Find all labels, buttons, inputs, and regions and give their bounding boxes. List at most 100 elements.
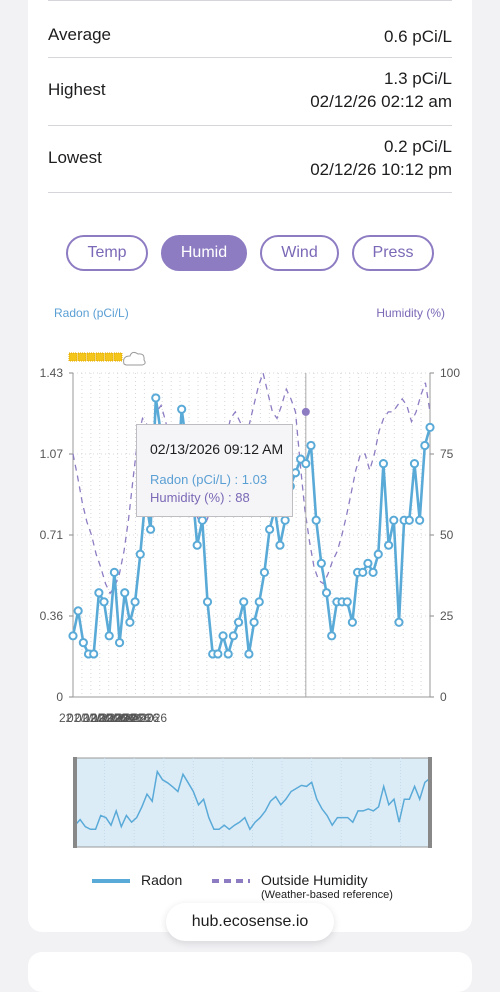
y-tick-label: 0.71 [40,528,64,542]
x-tick-label: 02/12/2026 [107,711,167,725]
x-tick-label: 02/12/2026 [67,711,127,725]
radon-point [389,515,399,525]
cloud-icon [123,351,146,366]
stat-label: Lowest [48,148,102,167]
left-axis-title: Radon (pCi/L) [54,306,129,320]
radon-point [373,549,383,559]
radon-point [404,515,414,525]
radon-point [177,404,187,414]
stat-time: 02/12/26 02:12 am [310,92,452,111]
y2-tick-label: 100 [440,366,460,380]
x-tick-label: 22 [115,711,129,725]
stat-value: 0.6 pCi/L [383,27,452,46]
radon-point [259,567,270,577]
y2-tick-label: 50 [440,528,454,542]
radon-point [109,567,119,577]
radon-point [384,540,394,550]
navigator-left-handle [73,757,77,848]
sun-icon [68,352,78,362]
radon-point [89,649,99,659]
x-tick-label: 02/12/2026 [99,711,159,725]
tooltip-time: 02/13/2026 09:12 AM [150,441,284,457]
radon-point [223,649,233,659]
stat-value: 0.2 pCi/L [383,137,452,156]
sun-icon [104,352,114,362]
radon-point [425,422,435,432]
humidity-hover-point [301,407,310,416]
radon-point [280,515,290,525]
radon-point [68,631,78,641]
tooltip-humidity: Humidity (%) : 88 [150,490,250,505]
radon-point [316,558,326,568]
radon-point [368,567,378,577]
radon-point [409,459,420,469]
radon-point [321,588,332,598]
y-tick-label: 0 [56,690,63,704]
radon-point [213,649,223,659]
humidity-series-line [72,370,431,595]
radon-point [99,597,109,607]
tooltip-radon: Radon (pCi/L) : 1.03 [150,472,268,487]
stat-label: Highest [48,80,106,99]
x-tick-label: 14 [123,711,137,725]
radon-point [202,597,213,607]
radon-point [233,617,244,627]
radon-point [228,631,238,641]
radon-point [78,638,88,648]
radon-point [306,440,316,451]
radon-point [254,597,264,607]
y-tick-label: 0.36 [40,609,64,623]
radon-series-line [71,396,432,656]
radon-point [420,440,430,451]
legend-radon-label: Radon [141,872,183,888]
stat-row-average: Average 0.6 pCi/L [48,0,452,58]
tab-temp[interactable]: Temp [66,235,148,271]
radon-point [311,515,321,525]
x-tick-label: 02/12/2026 [75,711,135,725]
radon-point [146,524,156,534]
legend-humidity-swatch [212,879,250,883]
radon-humidity-chart[interactable]: 00.360.711.071.4302550751002202/12/20260… [28,340,472,860]
radon-point [394,617,404,627]
y2-tick-label: 0 [440,690,447,704]
radon-point [358,567,368,577]
radon-point [73,606,83,616]
radon-point [197,515,207,525]
navigator-right-handle [428,757,432,848]
radon-point [275,540,285,550]
radon-point [327,631,337,641]
radon-point [415,515,425,525]
legend-radon-swatch [92,879,130,883]
radon-point [342,597,352,607]
legend-humidity-note: (Weather-based reference) [261,889,393,901]
stat-label: Average [48,25,112,44]
stat-row-highest: Highest 1.3 pCi/L 02/12/26 02:12 am [48,57,452,126]
radon-point [104,631,114,641]
x-tick-label: 22 [59,711,73,725]
tab-humid[interactable]: Humid [161,235,247,271]
chart-tooltip: 02/13/2026 09:12 AM Radon (pCi/L) : 1.03… [136,424,293,517]
stat-time: 02/12/26 10:12 pm [310,160,452,179]
legend-humidity-label: Outside Humidity [261,872,368,888]
radon-point [135,549,145,559]
navigator-radon-line [74,769,431,831]
sun-icon [113,352,123,362]
right-axis-title: Humidity (%) [376,306,445,320]
radon-point [114,638,125,648]
radon-point [218,631,228,641]
radon-point [301,459,311,469]
radon-point [347,617,357,627]
y2-tick-label: 75 [440,447,454,461]
radon-point [239,597,249,607]
radon-point [125,617,135,627]
tab-wind[interactable]: Wind [260,235,339,271]
radon-point [378,459,389,469]
radon-point [244,649,254,659]
radon-point [120,588,130,598]
y2-tick-label: 25 [440,609,454,623]
radon-point [94,588,104,598]
url-bar[interactable]: hub.ecosense.io [166,903,334,941]
tab-press[interactable]: Press [352,235,434,271]
x-tick-label: 02/12/2026 [83,711,143,725]
sun-icon [77,352,87,362]
